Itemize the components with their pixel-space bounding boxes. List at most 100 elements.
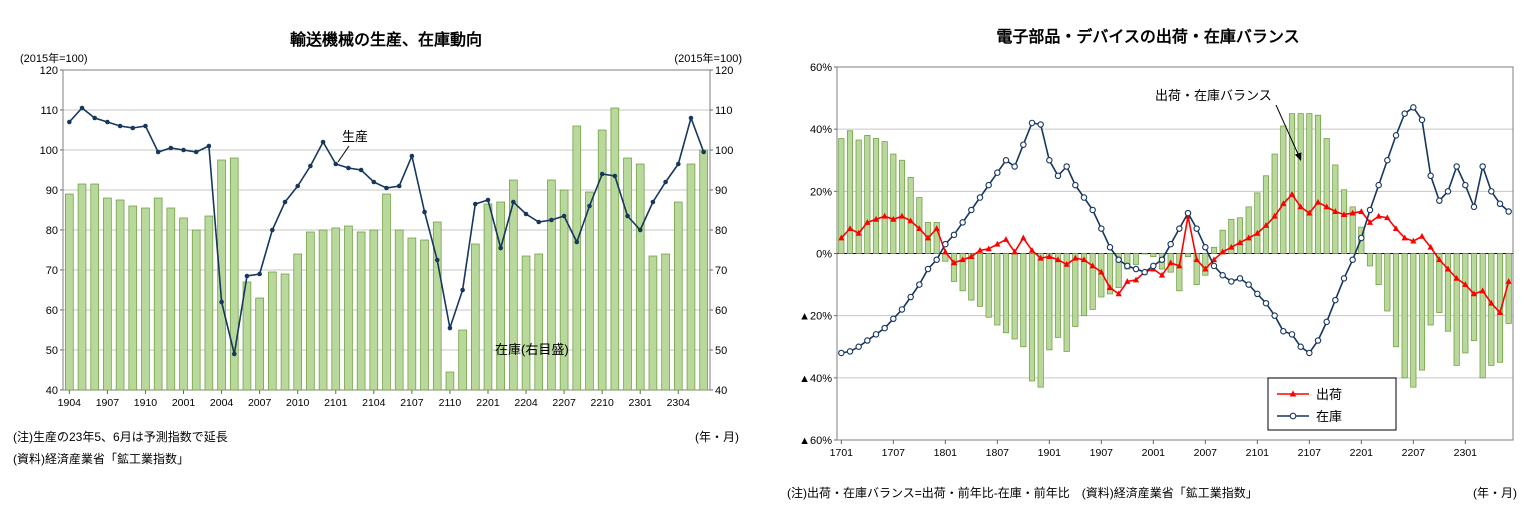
shipments-line-marker <box>1323 203 1330 210</box>
balance-bars-bar <box>1193 253 1200 285</box>
inventory-line-marker <box>1176 225 1183 232</box>
production-line-marker <box>92 115 98 121</box>
inventory-bars-bar <box>128 205 138 391</box>
y-tick-label-right: 80 <box>715 225 727 237</box>
inventory-line-marker <box>1288 331 1296 338</box>
y-tick-label: 90 <box>46 185 58 197</box>
balance-bars-bar <box>1089 253 1096 310</box>
production-line-marker <box>333 161 339 167</box>
inventory-line-marker <box>1254 290 1261 298</box>
inventory-line-marker <box>1505 208 1512 215</box>
balance-bars-bar <box>1002 253 1010 334</box>
inventory-line <box>838 104 1512 357</box>
production-line-marker <box>384 185 389 191</box>
production-line-marker <box>231 351 237 357</box>
inventory-bars-bar <box>141 207 150 391</box>
production-line-marker <box>396 183 402 189</box>
shipments-line-marker <box>1280 200 1287 207</box>
production-line-marker <box>257 271 262 277</box>
shipments-line-marker <box>1193 256 1200 263</box>
y-tick-label-right: 90 <box>715 185 727 197</box>
balance-bars-bar <box>1210 246 1218 254</box>
x-tick-label: 2201 <box>476 397 500 409</box>
legend: 出荷 在庫 <box>1267 377 1397 431</box>
inventory-line-marker <box>898 306 906 313</box>
inventory-line-marker <box>1358 234 1365 242</box>
production-line-marker <box>422 209 427 215</box>
shipments-line-marker <box>1080 256 1088 263</box>
balance-bars-bar <box>1202 253 1209 276</box>
right-note: (注)出荷・在庫バランス=出荷・前年比-在庫・前年比 (資料)経済産業省「鉱工業… <box>787 485 1258 500</box>
inventory-line-marker <box>1141 268 1148 276</box>
inventory-bars-bar <box>610 107 620 391</box>
inventory-bars-bar <box>191 229 201 391</box>
right-chart: 60% 40% 20% 0% ▲20% ▲40% ▲60%1701 1707 1801 1807 1… <box>787 27 1517 500</box>
shipments-line-marker <box>1254 229 1261 236</box>
production-line-marker <box>473 201 478 207</box>
inventory-bars-bar <box>242 281 252 391</box>
left-chart: 120 120 110 110 100 100 90 90 80 80 70 70 60 60 50 50 40… <box>13 30 742 466</box>
y-tick-label: 70 <box>46 265 58 277</box>
balance-bars-bar <box>1011 253 1018 340</box>
shipments-line-marker <box>1245 234 1252 241</box>
x-tick-label: 2001 <box>172 397 196 409</box>
inventory-line-marker <box>1306 349 1313 357</box>
x-tick-label: 2301 <box>1454 447 1478 459</box>
inventory-line-marker <box>1340 275 1348 282</box>
balance-bars-bar <box>968 253 975 301</box>
balance-bars-label: 出荷・在庫バランス <box>1155 88 1272 103</box>
y-tick-label-right: 70 <box>715 265 727 277</box>
inventory-bars-bar <box>673 201 683 391</box>
x-tick-label: 1907 <box>96 397 120 409</box>
balance-bars-bar <box>1115 253 1122 289</box>
balance-bars-bar <box>1280 125 1287 254</box>
y-tick-label: 50 <box>46 345 58 357</box>
production-line-marker <box>587 203 592 209</box>
balance-bars-bar <box>1254 192 1261 254</box>
shipments-line-marker <box>872 215 880 222</box>
inventory-bars-bar <box>559 189 569 391</box>
production-line-marker <box>485 197 491 203</box>
inventory-bars-bar <box>217 159 226 391</box>
balance-bars-bar <box>1080 253 1088 317</box>
shipments-line-marker <box>1106 284 1114 291</box>
y-tick-label: 40% <box>810 124 832 136</box>
y-tick-label: ▲60% <box>799 435 832 447</box>
inventory-bars-bar <box>470 243 480 391</box>
y-axis-caption-left: (2015年=100) <box>20 51 88 65</box>
shipments-line-marker <box>855 229 862 236</box>
x-tick-label: 2010 <box>286 397 310 409</box>
balance-bars-bar <box>1479 253 1486 379</box>
balance-bars-bar <box>1349 206 1356 254</box>
balance-bars-bar <box>1401 253 1408 379</box>
y-tick-label: 40 <box>46 385 58 397</box>
inventory-line-marker <box>1106 244 1114 251</box>
inventory-line-marker <box>924 265 932 273</box>
shipments-line-marker <box>898 212 906 219</box>
x-tick-label: 2210 <box>590 397 614 409</box>
inventory-line-marker <box>1444 188 1452 195</box>
production-line-marker <box>295 183 300 189</box>
shipments-line-marker <box>1436 256 1443 263</box>
inventory-line-marker <box>1028 119 1036 127</box>
inventory-bars-bar <box>648 255 658 391</box>
x-tick-label: 1904 <box>58 397 82 409</box>
balance-bars-bar <box>1150 253 1157 257</box>
x-tick-label: 1907 <box>1090 447 1114 459</box>
balance-bars-bar <box>1323 138 1330 254</box>
inventory-bars-bar <box>115 199 125 391</box>
inventory-bars-bar <box>699 149 708 391</box>
inventory-line-marker <box>1089 206 1096 214</box>
inventory-line-marker <box>1115 256 1122 263</box>
balance-bars-bar <box>1236 217 1244 254</box>
inventory-line-marker <box>1427 172 1434 180</box>
inventory-line-marker <box>1332 296 1339 304</box>
inventory-bars-bar <box>344 225 353 391</box>
production-line-label: 生産 <box>342 129 368 144</box>
inventory-line-marker <box>1479 163 1486 170</box>
production-line-marker <box>650 199 656 205</box>
x-tick-label: 2101 <box>1246 447 1270 459</box>
production-line-marker <box>523 211 529 217</box>
balance-bars-bar <box>890 153 897 254</box>
